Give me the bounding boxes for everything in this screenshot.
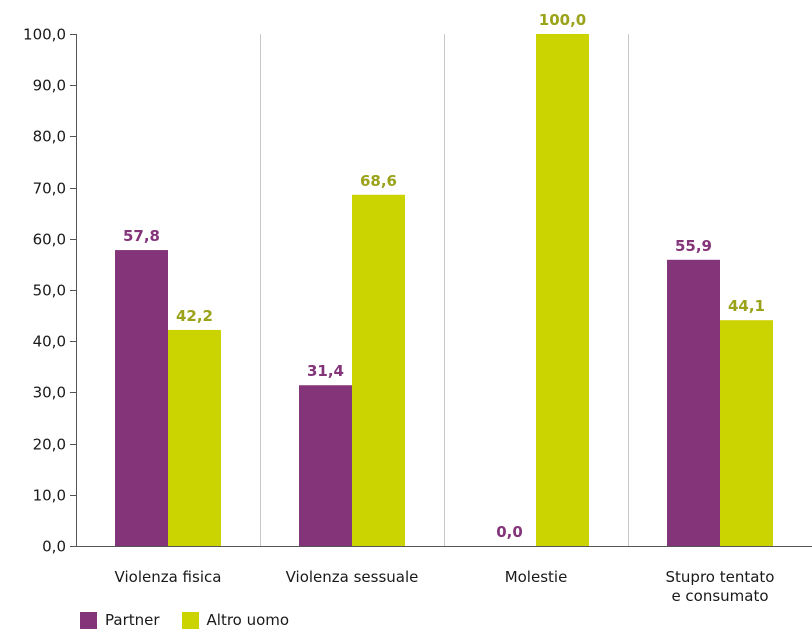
legend-item-altro-uomo: Altro uomo (181, 611, 290, 629)
data-label: 31,4 (307, 362, 344, 380)
y-tick-label: 10,0 (33, 487, 66, 505)
bar-altro-uomo (352, 194, 405, 546)
y-tick-label: 30,0 (33, 384, 66, 402)
data-label: 42,2 (176, 307, 213, 325)
data-label: 100,0 (539, 11, 586, 29)
category-label: Stupro tentato (666, 568, 775, 586)
bar-altro-uomo (168, 329, 221, 546)
bar-partner (115, 250, 168, 546)
legend-item-partner: Partner (80, 611, 160, 629)
legend-swatch-partner (80, 611, 97, 629)
legend-swatch-altro-uomo (181, 611, 199, 629)
legend: Partner Altro uomo (80, 610, 311, 630)
y-tick-label: 0,0 (42, 538, 66, 556)
y-tick-label: 50,0 (33, 282, 66, 300)
bar-partner (667, 259, 720, 546)
y-tick-label: 70,0 (33, 180, 66, 198)
legend-label-partner: Partner (105, 611, 160, 629)
y-tick-label: 90,0 (33, 77, 66, 95)
category-label: e consumato (671, 587, 768, 605)
bar-altro-uomo (536, 34, 589, 546)
bar-chart: 0,0 10,0 20,0 30,0 40,0 50,0 60,0 70,0 80,0 90,0 1… (23, 11, 812, 605)
y-tick-label: 60,0 (33, 231, 66, 249)
data-label: 0,0 (496, 523, 523, 541)
category-label: Molestie (505, 568, 568, 586)
bar-altro-uomo (720, 320, 773, 546)
bar-partner (299, 385, 352, 546)
data-label: 55,9 (675, 237, 712, 255)
y-tick-label: 100,0 (23, 26, 66, 44)
data-label: 68,6 (360, 172, 397, 190)
category-label: Violenza sessuale (286, 568, 419, 586)
y-tick-label: 20,0 (33, 436, 66, 454)
data-label: 57,8 (123, 227, 160, 245)
legend-label-altro-uomo: Altro uomo (206, 611, 290, 629)
y-tick-label: 80,0 (33, 128, 66, 146)
category-label: Violenza fisica (115, 568, 222, 586)
data-label: 44,1 (728, 297, 765, 315)
y-tick-label: 40,0 (33, 333, 66, 351)
